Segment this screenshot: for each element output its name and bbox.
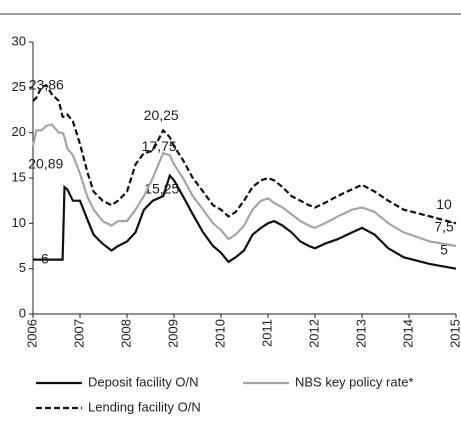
legend-label: Lending facility O/N	[88, 399, 201, 414]
x-tick-label: 2010	[212, 319, 227, 348]
legend-label: Deposit facility O/N	[88, 374, 199, 389]
value-label: 23,86	[29, 76, 64, 92]
x-tick-label: 2014	[400, 319, 415, 348]
x-tick-label: 2012	[306, 319, 321, 348]
y-tick-label: 10	[12, 215, 26, 230]
x-tick-label: 2006	[24, 319, 39, 348]
y-tick-label: 30	[12, 33, 26, 48]
value-label: 17,75	[142, 138, 177, 154]
value-label: 20,25	[144, 107, 179, 123]
legend-label: NBS key policy rate*	[295, 374, 414, 389]
value-label: 15,25	[144, 180, 179, 196]
y-tick-label: 5	[19, 260, 26, 275]
x-tick-label: 2009	[165, 319, 180, 348]
value-label: 6	[41, 250, 49, 266]
series-line	[33, 173, 457, 270]
y-tick-label: 25	[12, 79, 26, 94]
y-tick-label: 20	[12, 124, 26, 139]
value-label: 20,89	[28, 155, 63, 171]
series-line	[31, 123, 457, 248]
x-tick-label: 2013	[353, 319, 368, 348]
value-label: 7,5	[434, 219, 454, 235]
y-tick-label: 0	[19, 305, 26, 320]
value-label: 10	[436, 196, 452, 212]
value-label: 5	[440, 241, 448, 257]
y-tick-label: 15	[12, 169, 26, 184]
x-tick-label: 2007	[71, 319, 86, 348]
series-line	[32, 83, 457, 225]
x-tick-label: 2011	[259, 319, 274, 347]
x-tick-label: 2008	[118, 319, 133, 348]
x-tick-label: 2015	[447, 319, 461, 348]
